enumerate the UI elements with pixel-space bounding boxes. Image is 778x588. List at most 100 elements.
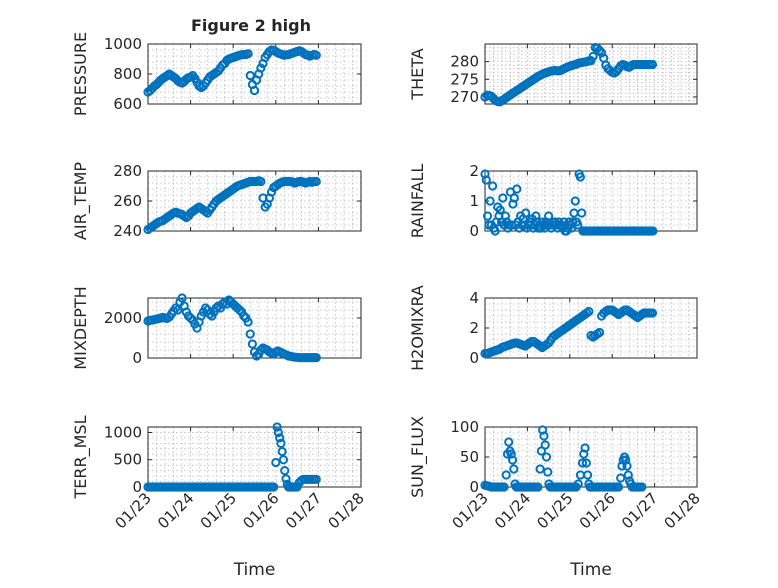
data-point [533,482,543,492]
data-point [272,422,282,432]
panel-air_temp: 240 260 280 AIR_TEMP [71,162,362,240]
data-point [482,211,493,221]
x-tick-label: 01/24 [154,489,197,532]
data-point [573,479,583,489]
data-point [541,452,552,462]
data-point [573,220,583,230]
y-axis-label: PRESSURE [71,32,90,116]
data-point [521,208,531,218]
data-point [498,193,508,203]
data-point [570,196,580,206]
data-point [583,470,593,480]
data-point [485,196,495,206]
y-tick-label: 0 [469,222,479,240]
data-point [575,172,586,182]
y-tick-label: 0 [469,478,479,496]
y-axis-label: RAINFALL [408,164,427,239]
data-point [622,461,632,471]
data-point [540,440,550,450]
y-tick-label: 0 [469,349,479,367]
data-point [488,181,498,191]
y-axis-label: SUN_FLUX [408,416,428,498]
panel-rainfall: 0 1 2 RAINFALL [408,162,698,240]
y-axis-label: THETA [408,48,427,100]
panel-mixdepth: 0 2000 MIXDEPTH [71,286,362,370]
data-point [311,50,321,60]
panel-sun_flux: 01/23 01/24 01/25 01/26 01/27 01/28050100SUN_… [408,416,704,580]
data-point [186,313,196,323]
data-point [256,176,266,187]
data-point [490,226,500,236]
data-point [249,85,260,96]
data-point [499,482,509,492]
data-point [535,464,545,474]
data-point [275,433,285,443]
y-tick-label: 280 [450,53,479,71]
data-point [292,482,302,492]
data-point [637,482,647,492]
x-tick-label: 01/25 [533,489,576,532]
data-point [217,299,228,309]
data-point [577,208,587,218]
data-point [577,458,588,468]
axes-box [484,43,698,105]
data-point [507,455,518,465]
y-tick-label: 1000 [104,35,142,53]
x-tick-label: 01/28 [325,489,368,532]
panel-terr_msl: 01/23 01/24 01/25 01/26 01/27 01/2805001000TE… [71,415,368,580]
y-axis-label: TERR_MSL [71,415,91,499]
y-tick-label: 240 [113,222,142,240]
figure-title: Figure 2 high [191,16,311,35]
data-point [271,457,281,468]
data-point [278,455,289,465]
data-point [543,467,553,477]
y-tick-label: 100 [450,418,479,436]
panel-pressure: 600 800 1000 PRESSURE [71,32,362,116]
y-tick-label: 50 [460,448,479,466]
data-point [173,305,183,315]
y-tick-label: 0 [132,478,142,496]
data-point [243,49,253,59]
data-point [211,303,221,313]
x-axis-label: Time [569,560,612,580]
y-tick-label: 600 [113,95,142,113]
data-point [584,306,594,317]
data-point [311,474,321,484]
data-point [245,329,255,339]
data-point [509,193,519,203]
x-tick-label: 01/26 [576,489,619,532]
data-point [539,431,549,441]
y-tick-label: 1 [469,192,479,210]
x-tick-label: 01/27 [282,489,325,532]
y-axis-label: MIXDEPTH [71,286,90,369]
axes-background [147,426,362,488]
data-point [277,446,287,457]
data-point [512,184,522,194]
data-point [247,339,257,349]
data-point [581,458,591,468]
data-point [177,293,187,303]
x-tick-label: 01/25 [197,489,240,532]
y-tick-label: 0 [132,349,142,367]
data-point [613,482,624,492]
data-point [504,437,514,447]
data-point [256,63,266,73]
data-point [266,187,277,197]
y-tick-label: 275 [450,70,479,88]
y-tick-label: 2 [469,319,479,337]
data-point [647,308,658,318]
data-point [481,175,491,185]
data-point [276,438,286,448]
data-point [234,305,245,315]
y-tick-label: 270 [450,88,479,106]
data-point [597,48,607,58]
x-tick-label: 01/27 [618,489,661,532]
data-point [580,443,590,453]
data-point [273,427,283,438]
data-point [280,466,290,476]
y-tick-label: 800 [113,65,142,83]
y-tick-label: 260 [113,192,142,210]
data-point [311,176,321,187]
